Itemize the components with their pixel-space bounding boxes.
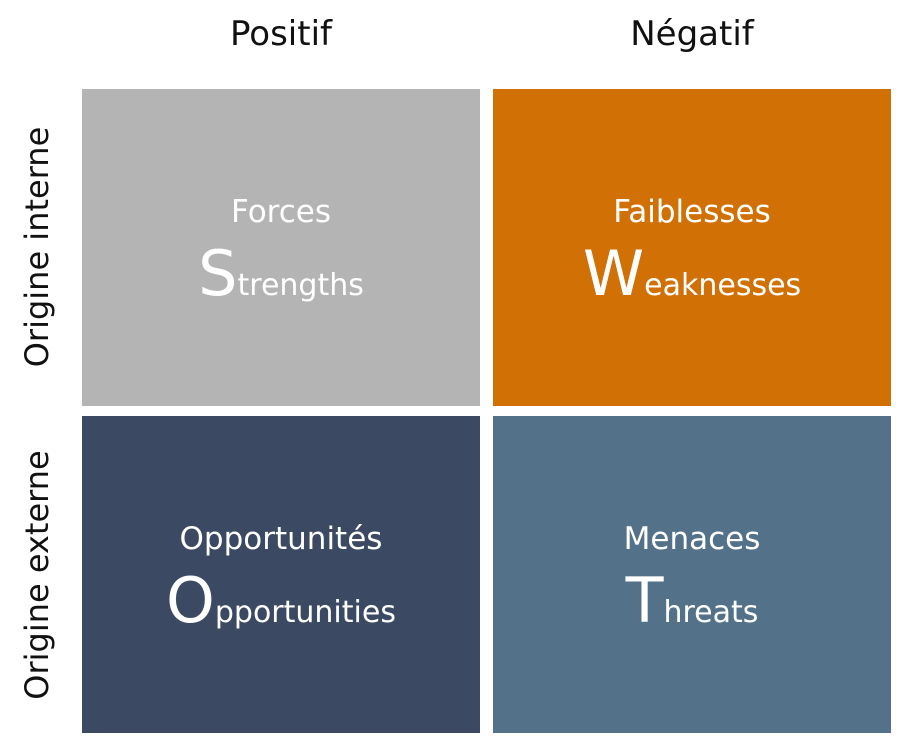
quadrant-english-label: Opportunities xyxy=(82,566,480,652)
quadrant-word-rest: trengths xyxy=(237,268,364,303)
column-header-negative: Négatif xyxy=(630,14,754,54)
quadrant-threats: Menaces Threats xyxy=(493,416,891,733)
quadrant-initial-letter: W xyxy=(582,237,645,310)
quadrant-word-rest: pportunities xyxy=(214,595,396,630)
quadrant-initial-letter: S xyxy=(198,237,238,310)
quadrant-strengths: Forces Strengths xyxy=(82,89,480,406)
quadrant-word-rest: hreats xyxy=(663,595,759,630)
quadrant-english-label: Weaknesses xyxy=(493,239,891,325)
quadrant-french-label: Forces xyxy=(230,194,332,230)
quadrant-english-label: Strengths xyxy=(82,239,480,325)
quadrant-english-label: Threats xyxy=(493,566,891,652)
quadrant-french-label: Menaces xyxy=(623,521,761,557)
row-header-external: Origine externe xyxy=(18,450,56,700)
column-header-positive: Positif xyxy=(230,14,332,54)
quadrant-initial-letter: T xyxy=(625,564,664,637)
quadrant-opportunities: Opportunités Opportunities xyxy=(82,416,480,733)
quadrant-initial-letter: O xyxy=(166,564,215,637)
quadrant-french-label: Faiblesses xyxy=(613,194,771,230)
row-header-internal: Origine interne xyxy=(18,126,56,368)
quadrant-word-rest: eaknesses xyxy=(644,268,802,303)
quadrant-weaknesses: Faiblesses Weaknesses xyxy=(493,89,891,406)
quadrant-french-label: Opportunités xyxy=(179,521,383,557)
